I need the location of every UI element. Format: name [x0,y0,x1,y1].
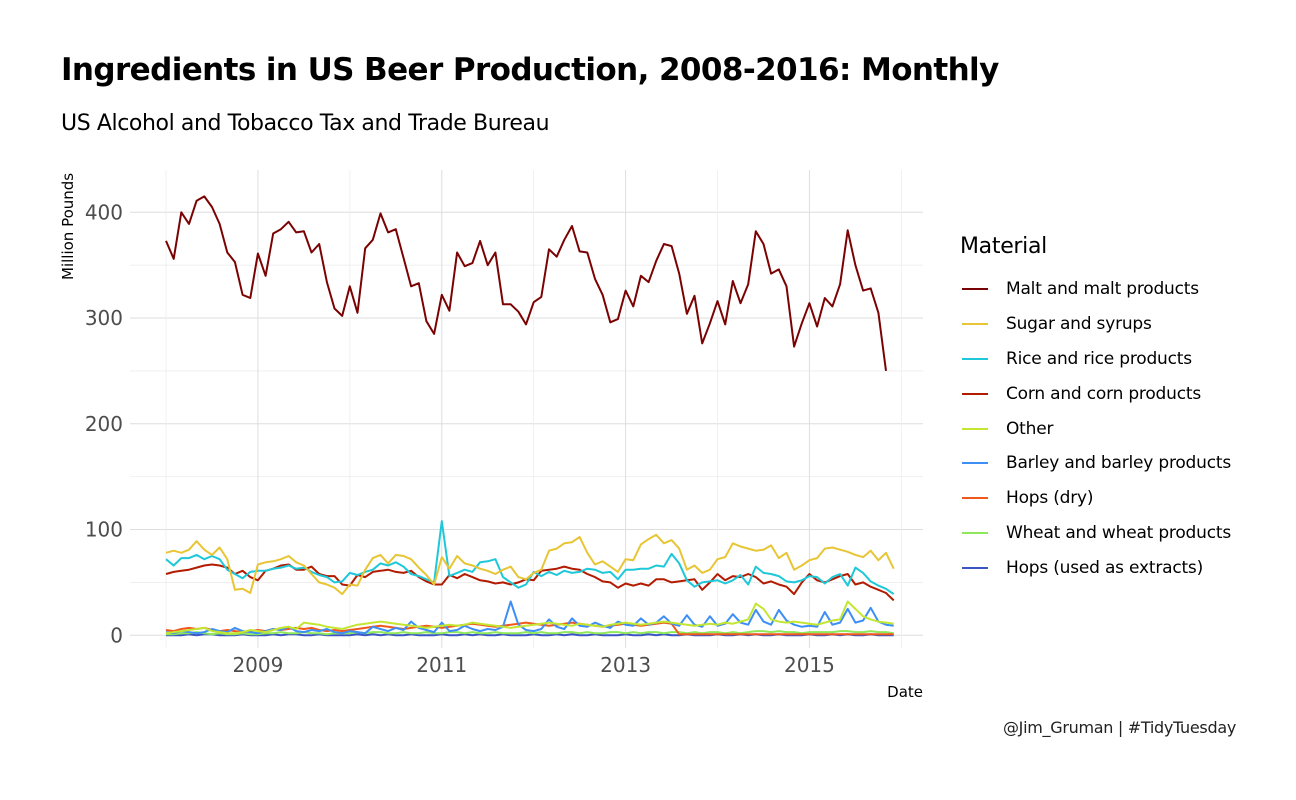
series-line-wheat-and-wheat-products [166,630,894,636]
y-tick-label: 200 [85,412,123,436]
x-tick-label: 2013 [600,653,651,677]
chart-subtitle: US Alcohol and Tobacco Tax and Trade Bur… [61,111,550,136]
series-line-malt-and-malt-products [165,195,887,372]
legend-key [962,427,988,430]
legend-label: Wheat and wheat products [1006,522,1231,543]
legend-item: Corn and corn products [962,376,1231,411]
legend-title: Material [960,234,1047,259]
legend-item: Wheat and wheat products [962,516,1231,551]
x-axis-title: Date [887,683,923,701]
legend-label: Corn and corn products [1006,383,1201,404]
legend-key [962,323,988,326]
legend-item: Rice and rice products [962,342,1231,377]
axis-ticks: 0 100 200 300 400 2009 2011 2013 2015 [85,200,835,677]
legend-label: Hops (dry) [1006,488,1094,509]
legend-item: Hops (used as extracts) [962,550,1231,585]
legend-key [962,497,988,500]
legend-label: Sugar and syrups [1006,314,1152,335]
legend-key [962,566,988,569]
y-tick-label: 100 [85,518,123,542]
legend-key [962,462,988,465]
legend-item: Sugar and syrups [962,307,1231,342]
x-tick-label: 2011 [416,653,467,677]
legend-item: Barley and barley products [962,446,1231,481]
y-tick-label: 300 [85,306,123,330]
series-line-hops-dry- [165,621,894,636]
legend-key [962,288,988,291]
series-line-rice-and-rice-products [165,520,895,595]
legend-label: Hops (used as extracts) [1006,557,1204,578]
legend-label: Barley and barley products [1006,453,1231,474]
legend-label: Malt and malt products [1006,279,1199,300]
caption: @Jim_Gruman | #TidyTuesday [1002,718,1236,737]
legend-item: Malt and malt products [962,272,1231,307]
legend-label: Other [1006,418,1054,439]
legend-item: Other [962,411,1231,446]
legend-label: Rice and rice products [1006,348,1192,369]
legend-key [962,357,988,360]
y-tick-label: 0 [110,623,123,647]
y-tick-label: 400 [85,200,123,224]
y-axis-title: Million Pounds [59,173,77,280]
legend-key [962,392,988,395]
series-line-sugar-and-syrups [165,533,895,596]
x-tick-label: 2015 [784,653,835,677]
x-tick-label: 2009 [232,653,283,677]
plot-series [165,195,895,637]
legend-item: Hops (dry) [962,481,1231,516]
series-line-other [165,600,894,635]
legend-key [962,531,988,534]
legend: Malt and malt products Sugar and syrups Ri… [962,272,1231,585]
chart-title: Ingredients in US Beer Production, 2008-… [61,52,999,88]
